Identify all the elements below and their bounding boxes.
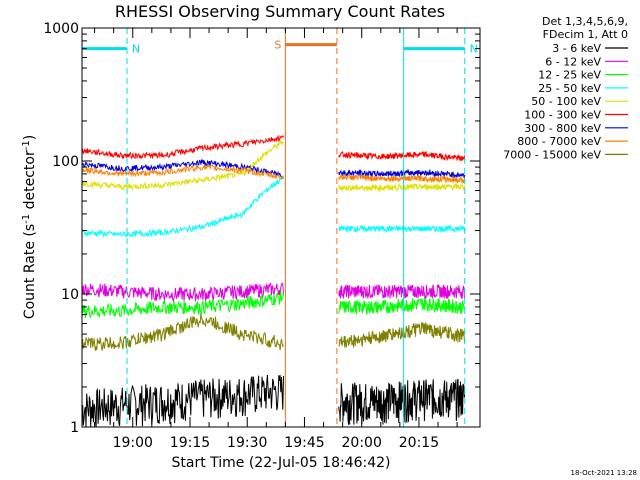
series-50-100-kev-after bbox=[338, 182, 466, 193]
y-tick-label-100: 100 bbox=[52, 154, 79, 170]
y-tick-label-10: 10 bbox=[61, 287, 79, 303]
annotation-n-0-label: N bbox=[132, 43, 140, 56]
chart-title: RHESSI Observing Summary Count Rates bbox=[115, 2, 445, 21]
series-7000-15000-kev-before bbox=[81, 313, 284, 352]
series-12-25-kev-after bbox=[338, 297, 466, 315]
y-tick-label-1: 1 bbox=[70, 420, 79, 436]
x-tick-label-2000: 20:00 bbox=[342, 435, 382, 451]
series-50-100-kev-before bbox=[81, 139, 284, 192]
series-6-12-kev-before bbox=[81, 282, 284, 303]
y-ticks: 1 10 100 1000 bbox=[43, 21, 480, 436]
legend-label-7000-15000-kev: 7000 - 15000 keV bbox=[503, 148, 601, 161]
legend-header-line-2: FDecim 1, Att 0 bbox=[543, 28, 628, 41]
series-100-300-kev-after bbox=[338, 150, 466, 162]
plot-frame bbox=[81, 27, 481, 428]
series-800-7000-kev-before bbox=[81, 163, 284, 180]
legend-label-6-12-kev: 6 - 12 keV bbox=[545, 55, 601, 68]
legend-label-3-6-kev: 3 - 6 keV bbox=[552, 42, 601, 55]
legend-label-50-100-kev: 50 - 100 keV bbox=[531, 95, 601, 108]
legend-label-300-800-kev: 300 - 800 keV bbox=[524, 122, 601, 135]
x-tick-label-1900: 19:00 bbox=[113, 435, 153, 451]
series-25-50-kev-before bbox=[81, 175, 284, 238]
legend-label-100-300-kev: 100 - 300 keV bbox=[524, 109, 601, 122]
series-3-6-kev-before bbox=[81, 374, 284, 428]
series-layer bbox=[81, 134, 466, 428]
series-100-300-kev-before bbox=[81, 134, 284, 160]
x-tick-label-1930: 19:30 bbox=[227, 435, 267, 451]
y-axis-label: Count Rate (s-1 detector-1) bbox=[21, 135, 38, 319]
legend-label-800-7000-kev: 800 - 7000 keV bbox=[517, 135, 601, 148]
legend-header-line-1: Det 1,3,4,5,6,9, bbox=[542, 15, 628, 28]
series-7000-15000-kev-after bbox=[338, 321, 466, 348]
x-axis-label: Start Time (22-Jul-05 18:46:42) bbox=[171, 455, 390, 471]
x-ticks: 19:00 19:15 19:30 19:45 20:00 20:15 bbox=[94, 28, 458, 451]
series-800-7000-kev-after bbox=[338, 173, 466, 185]
series-25-50-kev-after bbox=[338, 224, 466, 234]
series-12-25-kev-before bbox=[81, 290, 284, 319]
series-300-800-kev-before bbox=[81, 158, 284, 179]
legend-label-12-25-kev: 12 - 25 keV bbox=[538, 69, 601, 82]
timestamp: 18-Oct-2021 13:28 bbox=[571, 469, 637, 477]
x-tick-label-2015: 20:15 bbox=[399, 435, 439, 451]
annotation-n-1-label: N bbox=[470, 43, 478, 56]
series-6-12-kev-after bbox=[338, 283, 466, 300]
legend-label-25-50-kev: 25 - 50 keV bbox=[538, 82, 601, 95]
y-tick-label-1000: 1000 bbox=[43, 21, 79, 37]
series-3-6-kev-after bbox=[338, 378, 466, 425]
annotation-s-2-label: S bbox=[274, 39, 281, 52]
x-tick-label-1945: 19:45 bbox=[284, 435, 324, 451]
x-tick-label-1915: 19:15 bbox=[170, 435, 210, 451]
